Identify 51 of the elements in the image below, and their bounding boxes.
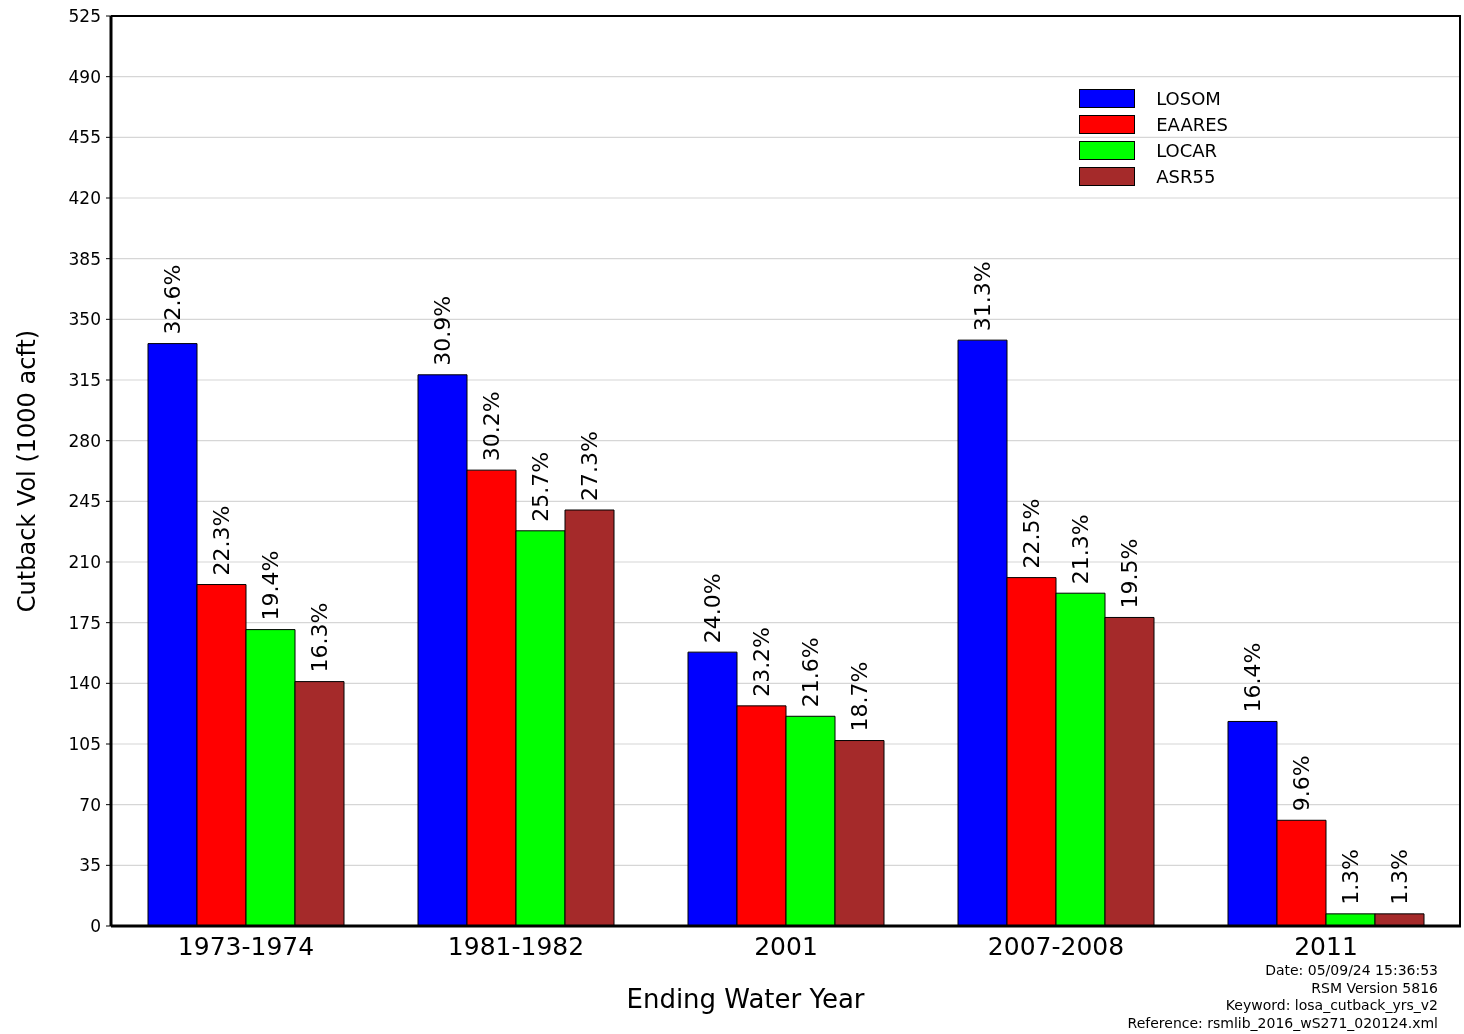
legend-label: ASR55: [1156, 165, 1216, 187]
y-tick-label: 140: [68, 673, 101, 694]
legend-label: LOSOM: [1156, 87, 1221, 109]
annotation: 32.6%: [160, 264, 185, 335]
text: RSM Version 5816: [1310, 979, 1438, 997]
y-tick-label: 70: [79, 794, 101, 815]
text: Keyword: losa_cutback_yrs_v2: [1224, 997, 1438, 1015]
annotation: 23.2%: [749, 626, 774, 697]
annotation: 16.3%: [307, 602, 332, 673]
annotation: 24.0%: [700, 573, 725, 644]
y-axis-title: Cutback Vol (1000 acft): [13, 329, 41, 613]
annotation: 22.5%: [1019, 498, 1044, 569]
y-tick-label: 0: [90, 916, 101, 937]
y-tick-label: 280: [68, 430, 101, 451]
y-tick-label: 385: [68, 248, 101, 269]
y-tick-label: 455: [68, 127, 101, 148]
legend-label: EAARES: [1156, 113, 1228, 135]
y-tick-label: 315: [68, 370, 101, 391]
y-tick-label: 210: [68, 552, 101, 573]
annotation: 21.6%: [798, 637, 823, 708]
annotation: 27.3%: [577, 431, 602, 501]
text: Reference: rsmlib_2016_wS271_020124.xml: [1127, 1014, 1438, 1032]
y-tick-label: 525: [68, 6, 101, 27]
annotation: 30.9%: [430, 295, 455, 366]
text: Date: 05/09/24 15:36:53: [1264, 962, 1438, 980]
annotation: 31.3%: [970, 261, 995, 332]
y-tick-label: 350: [68, 309, 101, 330]
annotation: 30.2%: [479, 391, 504, 462]
y-tick-label: 245: [68, 491, 101, 512]
annotation: 16.4%: [1240, 642, 1265, 713]
x-axis-title: Ending Water Year: [626, 984, 865, 1014]
legend-label: LOCAR: [1156, 139, 1218, 161]
annotation: 22.3%: [209, 505, 234, 576]
annotation: 21.3%: [1068, 514, 1093, 585]
x-tick-label: 2011: [1294, 931, 1358, 961]
annotation: 1.3%: [1387, 848, 1412, 905]
annotation: 19.4%: [258, 550, 283, 621]
x-tick-label: 2001: [754, 931, 818, 961]
annotation: 9.6%: [1289, 755, 1314, 812]
y-tick-label: 175: [68, 612, 101, 633]
x-tick-label: 1973-1974: [177, 931, 315, 961]
annotation: 18.7%: [847, 661, 872, 732]
annotation: 1.3%: [1338, 848, 1363, 905]
y-tick-label: 490: [68, 66, 101, 87]
x-tick-label: 1981-1982: [447, 931, 585, 961]
x-tick-label: 2007-2008: [987, 931, 1125, 961]
annotation: 25.7%: [528, 451, 553, 522]
y-tick-label: 35: [79, 855, 101, 876]
y-tick-label: 105: [68, 734, 101, 755]
y-tick-label: 420: [68, 188, 101, 209]
annotation: 19.5%: [1117, 538, 1142, 609]
